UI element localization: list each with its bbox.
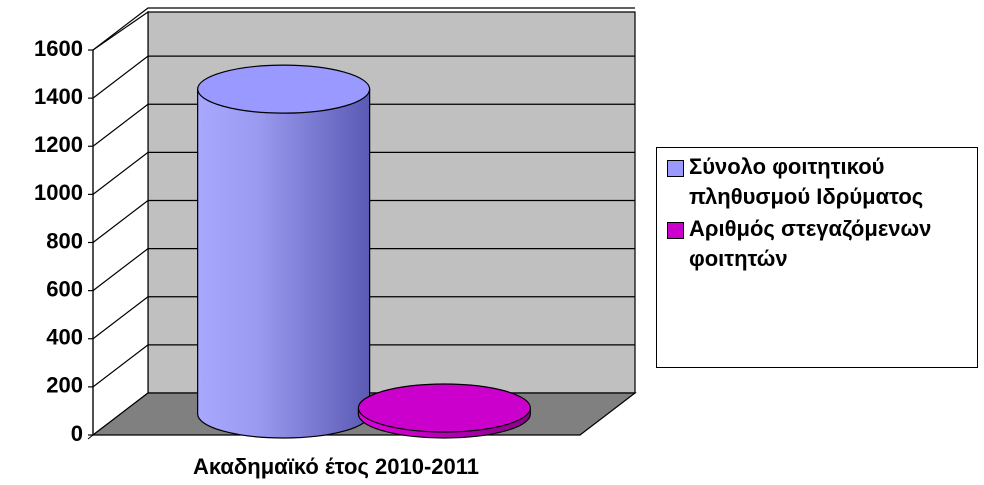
y-tick-label: 1600: [34, 36, 83, 61]
y-tick-label: 0: [71, 421, 83, 446]
grid-line: [92, 103, 635, 147]
side-wall: [92, 10, 149, 437]
bar: [197, 64, 371, 439]
grid-line: [92, 7, 635, 51]
legend-entry: Σύνολο φοιτητικού πληθυσμού Ιδρύματος: [663, 152, 971, 212]
y-tick-label: 1200: [34, 132, 83, 157]
bar-body: [197, 88, 371, 439]
legend-label: Αριθμός στεγαζόμενων φοιτητών: [689, 216, 932, 271]
bar-top: [357, 383, 531, 433]
legend-label: Σύνολο φοιτητικού πληθυσμού Ιδρύματος: [689, 154, 924, 209]
y-tick-label: 400: [46, 325, 83, 350]
x-tick-label: Ακαδημαϊκό έτος 2010-2011: [193, 454, 479, 479]
grid-line: [92, 344, 635, 388]
grid-line: [92, 248, 635, 292]
legend-swatch: [667, 160, 684, 177]
y-tick-label: 200: [46, 373, 83, 398]
x-axis-tick: [87, 434, 94, 440]
legend-swatch: [667, 222, 684, 239]
y-tick-label: 600: [46, 276, 83, 301]
bar-top: [197, 64, 371, 114]
grid-line: [92, 199, 635, 243]
grid-line: [92, 55, 635, 99]
y-tick-label: 1000: [34, 180, 83, 205]
y-tick-label: 800: [46, 228, 83, 253]
legend: Σύνολο φοιτητικού πληθυσμού Ιδρύματος Αρι…: [656, 147, 978, 368]
grid-line: [92, 296, 635, 340]
grid-line: [92, 151, 635, 195]
bar: [357, 383, 531, 439]
y-tick-label: 1400: [34, 84, 83, 109]
legend-entry: Αριθμός στεγαζόμενων φοιτητών: [663, 214, 971, 274]
